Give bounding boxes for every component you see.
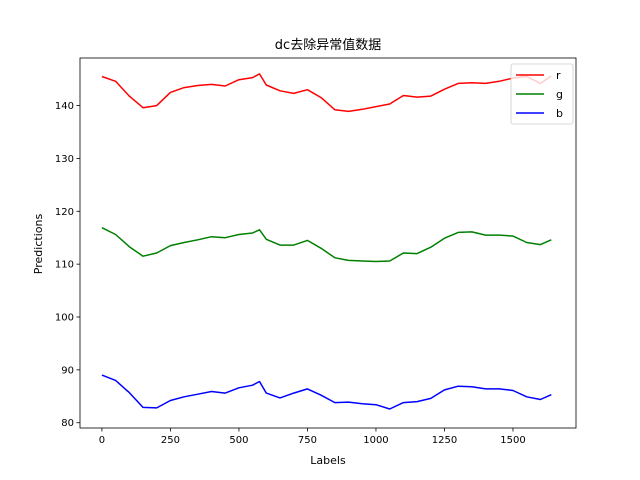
x-tick-label-500: 500	[229, 435, 248, 446]
x-axis-label: Labels	[310, 454, 346, 467]
x-tick-label-1500: 1500	[500, 435, 525, 446]
chart-title: dc去除异常值数据	[275, 37, 381, 53]
legend-label-g: g	[556, 88, 563, 101]
x-tick-label-1250: 1250	[432, 435, 457, 446]
legend-label-b: b	[556, 107, 563, 120]
legend-label-r: r	[556, 69, 561, 82]
y-tick-label-130: 130	[55, 154, 74, 165]
y-tick-label-90: 90	[61, 365, 74, 376]
y-tick-label-80: 80	[61, 418, 74, 429]
y-tick-label-100: 100	[55, 313, 74, 324]
x-tick-label-750: 750	[298, 435, 317, 446]
x-tick-label-250: 250	[161, 435, 180, 446]
legend: rgb	[511, 64, 573, 124]
y-axis-label: Predictions	[32, 214, 45, 275]
x-tick-label-0: 0	[99, 435, 105, 446]
x-tick-label-1000: 1000	[363, 435, 388, 446]
y-tick-label-110: 110	[55, 260, 74, 271]
y-tick-label-140: 140	[55, 101, 74, 112]
y-tick-label-120: 120	[55, 207, 74, 218]
